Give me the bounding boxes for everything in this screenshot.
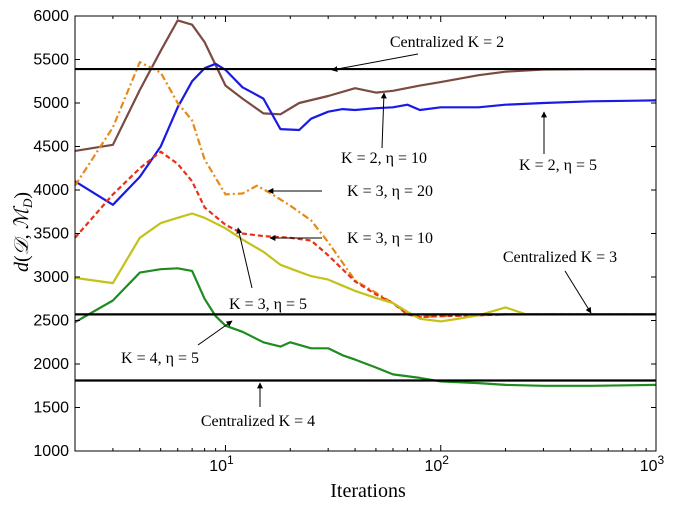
annotation-arrow-c2 <box>331 53 419 72</box>
annotation-label-c4: Centralized K = 4 <box>201 413 315 430</box>
annotation-label-k3e5: K = 3, η = 5 <box>229 296 307 313</box>
y-tick-label: 5000 <box>33 95 69 112</box>
annotation-label-k2e10: K = 2, η = 10 <box>341 150 427 167</box>
x-tick-label: 101 <box>209 453 234 475</box>
y-tick-label: 2000 <box>33 356 69 373</box>
y-tick-label: 2500 <box>33 313 69 330</box>
series-layer <box>74 19 657 387</box>
series-line-k4_eta5 <box>74 267 657 387</box>
annotation-label-k4e5: K = 4, η = 5 <box>121 350 199 367</box>
baseline-layer <box>75 67 656 382</box>
x-tick-label: 103 <box>640 453 665 475</box>
x-axis-label: Iterations <box>330 480 406 502</box>
series-line-k2_eta10 <box>74 19 656 152</box>
series-line-k3_eta5 <box>74 212 656 323</box>
x-tick-label: 102 <box>424 453 449 475</box>
tick-layer: 1000 1500 2000 2500 3000 3500 4000 4500 5000 5500… <box>33 8 664 475</box>
annotation-arrow-k2e10 <box>380 92 387 149</box>
y-axis-label: d(𝒟, ℳD) <box>11 192 35 272</box>
y-tick-label: 1500 <box>33 400 69 417</box>
y-tick-label: 3000 <box>33 269 69 286</box>
annotation-arrow-c3 <box>564 270 592 314</box>
annotation-label-c3: Centralized K = 3 <box>503 249 617 266</box>
series-line-k2_eta5 <box>74 62 657 206</box>
y-tick-label: 6000 <box>33 8 69 25</box>
annotation-label-k3e10: K = 3, η = 10 <box>347 230 433 247</box>
annotation-arrow-k3e5 <box>236 227 253 289</box>
annotation-arrow-k4e5 <box>197 320 233 346</box>
annotation-layer: Centralized K = 2 K = 2, η = 10 K = 2, η =… <box>121 34 617 430</box>
y-tick-label: 1000 <box>33 443 69 460</box>
annotation-label-k2e5: K = 2, η = 5 <box>519 157 597 174</box>
annotation-label-k3e20: K = 3, η = 20 <box>347 183 433 200</box>
y-tick-label: 5500 <box>33 52 69 69</box>
y-tick-label: 4500 <box>33 139 69 156</box>
y-tick-label: 4000 <box>33 182 69 199</box>
annotation-label-c2: Centralized K = 2 <box>390 34 504 51</box>
y-tick-label: 3500 <box>33 226 69 243</box>
